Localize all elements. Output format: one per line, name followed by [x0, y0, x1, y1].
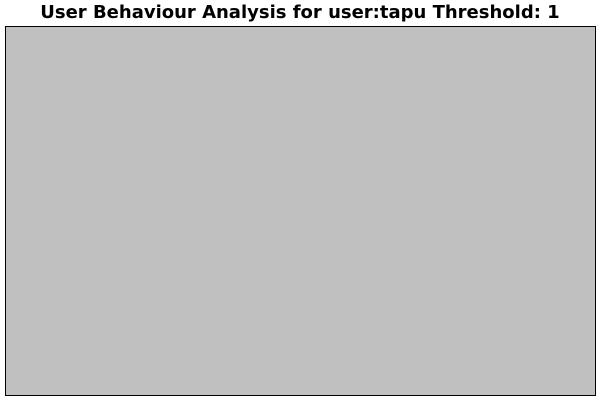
plot-area [5, 26, 596, 396]
chart-title: User Behaviour Analysis for user:tapu Th… [40, 2, 560, 23]
